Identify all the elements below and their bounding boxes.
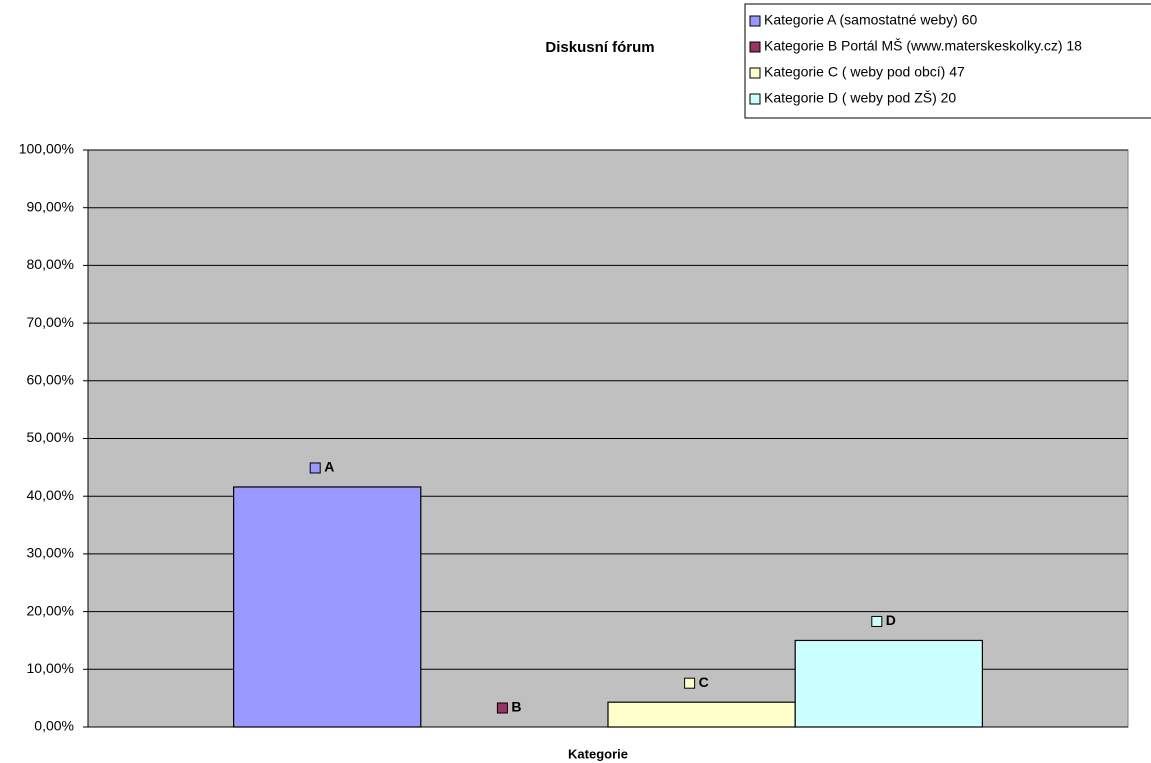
chart-title: Diskusní fórum xyxy=(545,39,654,56)
y-tick-label: 80,00% xyxy=(27,256,74,272)
y-tick-label: 10,00% xyxy=(27,660,74,676)
bar xyxy=(794,639,984,728)
y-tick-label: 20,00% xyxy=(27,602,74,618)
x-axis-label: Kategorie xyxy=(568,746,628,761)
legend-key xyxy=(749,41,761,53)
label-key xyxy=(684,677,696,689)
y-tick-label: 40,00% xyxy=(27,487,74,503)
y-tick-label: 0,00% xyxy=(34,718,74,734)
legend-entry: Kategorie A (samostatné weby) 60 xyxy=(764,12,977,28)
bar xyxy=(233,486,422,728)
legend-key xyxy=(749,15,761,27)
data-label: D xyxy=(886,612,896,628)
data-label: A xyxy=(324,459,334,475)
label-key xyxy=(496,702,508,714)
y-tick-label: 50,00% xyxy=(27,429,74,445)
legend-entry: Kategorie B Portál MŠ (www.materskeskolk… xyxy=(764,38,1082,54)
data-label: C xyxy=(699,674,709,690)
legend-key xyxy=(749,67,761,79)
legend-entry: Kategorie D ( weby pod ZŠ) 20 xyxy=(764,90,956,106)
legend-box xyxy=(744,3,1151,119)
y-tick-label: 70,00% xyxy=(27,314,74,330)
y-tick-label: 30,00% xyxy=(27,545,74,561)
legend-key xyxy=(749,93,761,105)
y-tick-label: 100,00% xyxy=(19,141,74,157)
y-tick-label: 90,00% xyxy=(27,198,74,214)
legend-entry: Kategorie C ( weby pod obcí) 47 xyxy=(764,64,965,80)
data-label: B xyxy=(511,699,521,715)
label-key xyxy=(871,615,883,627)
bar xyxy=(607,701,796,728)
y-tick-label: 60,00% xyxy=(27,372,74,388)
label-key xyxy=(309,462,321,474)
